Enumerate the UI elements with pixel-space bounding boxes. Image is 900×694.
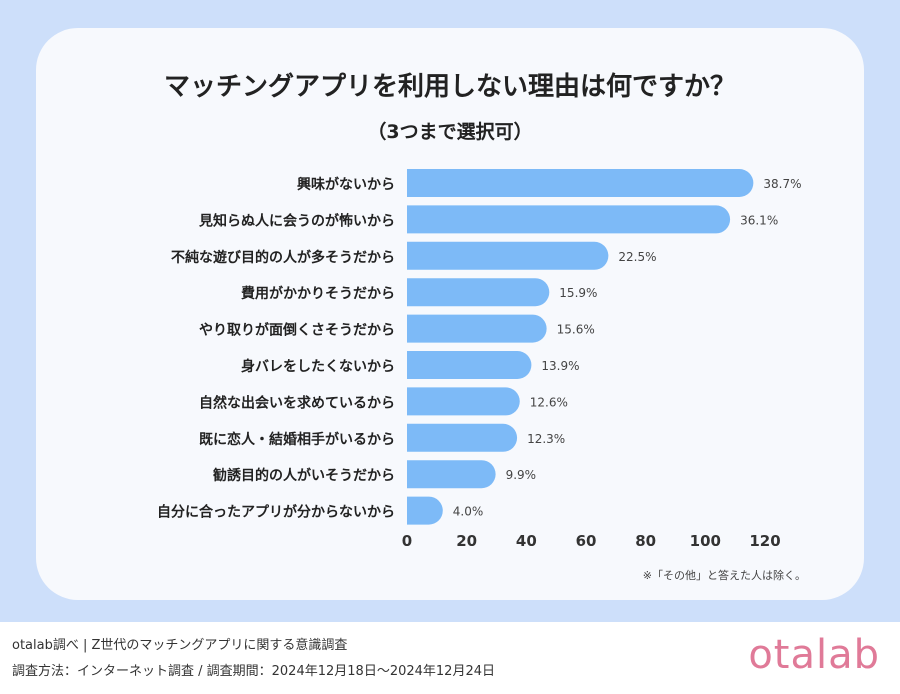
x-tick-label: 0 (402, 532, 412, 550)
bar (407, 387, 520, 416)
x-tick-label: 120 (749, 532, 780, 550)
bar (407, 169, 754, 197)
bar (407, 496, 443, 525)
bar (407, 278, 550, 307)
data-label: 12.3% (527, 432, 565, 446)
footnote: ※「その他」と答えた人は除く。 (643, 568, 806, 582)
category-label: やり取りが面倒くさそうだから (199, 322, 395, 339)
data-label: 13.9% (541, 359, 579, 373)
category-label: 見知らぬ人に会うのが怖いから (198, 212, 395, 229)
bar-chart: 興味がないから 38.7% 見知らぬ人に会うのが怖いから 36.1% 不純な遊び目的の人… (157, 169, 806, 582)
bar (407, 460, 496, 489)
x-tick-label: 100 (690, 532, 721, 550)
data-label: 15.9% (559, 286, 597, 300)
chart-card (36, 28, 864, 600)
bar (407, 314, 547, 343)
data-label: 12.6% (530, 395, 568, 409)
x-tick-label: 60 (576, 532, 597, 550)
category-label: 興味がないから (297, 176, 395, 193)
category-label: 勧誘目的の人がいそうだから (213, 467, 395, 484)
data-label: 38.7% (763, 177, 801, 191)
x-tick-label: 40 (516, 532, 537, 550)
footer-source: otalab調べ | Z世代のマッチングアプリに関する意識調査 (12, 638, 348, 653)
chart-title: マッチングアプリを利用しない理由は何ですか？ (163, 72, 736, 102)
chart-subtitle: （3つまで選択可） (367, 121, 533, 143)
footer-method: 調査方法：インターネット調査 / 調査期間：2024年12月18日〜2024年1… (12, 664, 495, 679)
category-label: 不純な遊び目的の人が多そうだから (171, 249, 395, 266)
data-label: 22.5% (618, 250, 656, 264)
x-tick-label: 80 (635, 532, 656, 550)
category-label: 費用がかかりそうだから (241, 285, 395, 302)
data-label: 15.6% (557, 323, 595, 337)
data-label: 4.0% (453, 505, 484, 519)
x-tick-label: 20 (456, 532, 477, 550)
data-label: 9.9% (506, 468, 536, 482)
bar (407, 241, 609, 270)
category-label: 自然な出会いを求めているから (199, 394, 395, 411)
category-label: 自分に合ったアプリが分からないから (157, 504, 395, 521)
bar (407, 351, 532, 379)
category-label: 身バレをしたくないから (241, 358, 395, 375)
bar (407, 205, 731, 234)
category-label: 既に恋人・結婚相手がいるから (199, 431, 395, 448)
otalab-logo: otalab (748, 632, 880, 678)
data-label: 36.1% (740, 213, 778, 227)
footer: otalab調べ | Z世代のマッチングアプリに関する意識調査 調査方法：インタ… (0, 622, 900, 694)
bar (407, 423, 518, 452)
